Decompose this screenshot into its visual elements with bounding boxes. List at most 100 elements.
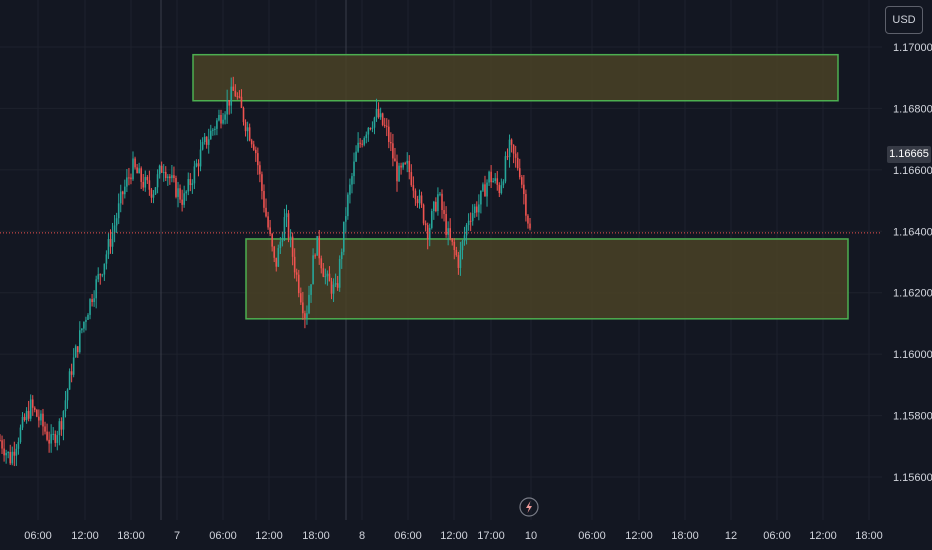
candle-body <box>162 171 165 173</box>
candle-body <box>310 284 312 295</box>
candle-body <box>377 109 380 118</box>
candle-body <box>471 213 474 222</box>
time-tick-label: 18:00 <box>855 530 883 542</box>
candle-body <box>351 176 353 185</box>
candle-body <box>50 434 52 444</box>
candle-body <box>36 409 38 417</box>
candle-body <box>332 284 335 294</box>
time-axis[interactable]: 06:00 12:00 18:00 7 06:00 12:00 18:00 8 06:00 12:… <box>24 530 883 542</box>
candle-body <box>390 141 392 144</box>
candle-body <box>171 175 173 179</box>
candle-body <box>183 193 185 205</box>
candle-body <box>1 440 3 449</box>
candle-body <box>367 128 370 135</box>
candle-body <box>132 158 134 180</box>
candle-body <box>406 160 409 164</box>
resistance-zone <box>192 53 839 102</box>
candle-body <box>76 346 79 353</box>
candle-body <box>412 185 415 191</box>
candle-body <box>447 228 449 235</box>
time-tick-label: 8 <box>359 530 365 542</box>
candle-body <box>328 273 331 282</box>
candle-body <box>322 268 325 277</box>
candle-body <box>189 179 192 186</box>
price-tick-label: 1.16000 <box>893 349 932 361</box>
candle-body <box>514 153 517 158</box>
candle-body <box>234 90 237 97</box>
price-tick-label: 1.16200 <box>893 288 932 300</box>
candle-body <box>408 160 411 173</box>
candle-body <box>250 140 253 145</box>
candle-body <box>275 257 278 267</box>
candle-body <box>437 194 439 212</box>
candle-body <box>150 189 153 198</box>
candle-body <box>58 421 61 436</box>
candle-body <box>353 161 355 177</box>
candle-body <box>107 239 110 255</box>
candle-body <box>336 283 339 288</box>
candle-body <box>66 389 69 401</box>
candle-body <box>154 187 157 195</box>
candle-body <box>463 235 466 242</box>
candle-body <box>439 193 441 195</box>
candle-body <box>492 180 494 183</box>
candle-body <box>475 206 478 213</box>
current-price-label: 1.16665 <box>887 146 931 163</box>
candle-body <box>383 124 386 126</box>
lightning-icon[interactable] <box>519 497 539 517</box>
candle-body <box>443 210 445 214</box>
candle-body <box>467 220 470 226</box>
candle-body <box>283 217 286 241</box>
candle-body <box>126 177 128 187</box>
candle-body <box>398 165 400 182</box>
candle-body <box>394 158 396 162</box>
candle-body <box>259 165 261 175</box>
candle-body <box>185 191 188 194</box>
candle-body <box>201 141 204 150</box>
candle-body <box>500 185 503 194</box>
candle-body <box>418 195 421 204</box>
candle-body <box>345 216 347 222</box>
candle-body <box>11 451 14 464</box>
candle-body <box>134 158 136 168</box>
candle-body <box>72 357 75 375</box>
candle-body <box>402 163 404 168</box>
candle-body <box>29 399 32 419</box>
candle-body <box>506 156 509 158</box>
candle-body <box>212 129 214 131</box>
candle-body <box>5 452 7 456</box>
candle-body <box>342 221 345 252</box>
candle-body <box>414 190 417 200</box>
candle-body <box>308 294 310 314</box>
candle-body <box>205 136 208 145</box>
candle-body <box>490 171 492 183</box>
candle-body <box>246 127 249 132</box>
candle-body <box>285 213 288 218</box>
candle-body <box>516 157 519 169</box>
currency-button[interactable]: USD <box>885 6 923 34</box>
candle-body <box>220 114 222 124</box>
candle-body <box>361 143 364 145</box>
candle-body <box>488 171 490 183</box>
price-axis[interactable]: 1.17000 1.16800 1.16600 1.16400 1.16200 1.160… <box>893 42 932 484</box>
candle-body <box>238 96 241 98</box>
candle-body <box>15 448 18 456</box>
candle-body <box>242 107 245 123</box>
candle-body <box>281 240 284 242</box>
candle-body <box>502 181 505 186</box>
candle-body <box>203 136 206 142</box>
candle-body <box>136 167 138 174</box>
candle-body <box>424 223 427 226</box>
candle-body <box>385 125 388 127</box>
candle-body <box>441 193 443 211</box>
candle-body <box>480 190 482 205</box>
candle-body <box>83 321 85 329</box>
candle-body <box>113 225 116 233</box>
candle-body <box>140 168 142 182</box>
candle-body <box>130 177 132 180</box>
candle-body <box>347 194 349 217</box>
candle-body <box>3 448 5 456</box>
candle-body <box>17 441 20 449</box>
candle-body <box>304 313 306 319</box>
